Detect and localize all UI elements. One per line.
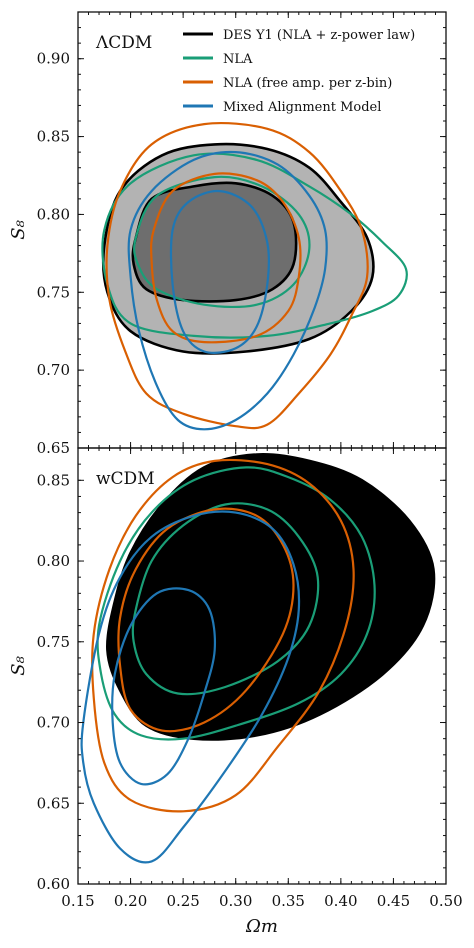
y-tick-label: 0.65 bbox=[37, 794, 70, 812]
legend: DES Y1 (NLA + z-power law) NLA NLA (free a… bbox=[183, 28, 415, 115]
panel-label: ΛCDM bbox=[95, 33, 152, 53]
y-tick-label: 0.60 bbox=[37, 875, 70, 893]
contour-nla-68pct bbox=[131, 502, 320, 696]
legend-label: DES Y1 (NLA + z-power law) bbox=[223, 28, 415, 43]
x-tick-label: 0.25 bbox=[166, 892, 199, 910]
contour-des-y1-nla-z-power-law-68pct bbox=[168, 487, 331, 680]
contour-group bbox=[101, 122, 408, 431]
y-tick-label: 0.80 bbox=[37, 552, 70, 570]
panel-label: wCDM bbox=[96, 469, 155, 489]
contour-nla-95pct bbox=[96, 466, 376, 741]
y-tick-label: 0.70 bbox=[37, 714, 70, 732]
x-tick-label: 0.15 bbox=[61, 892, 94, 910]
x-tick-label: 0.45 bbox=[377, 892, 410, 910]
x-tick-label: 0.20 bbox=[114, 892, 147, 910]
y-tick-label: 0.90 bbox=[37, 50, 70, 68]
x-axis-label: Ωm bbox=[245, 916, 278, 937]
contour-nla-free-amp-per-z-bin-95pct bbox=[105, 122, 369, 430]
contour-nla-95pct bbox=[101, 152, 408, 339]
y-tick-label: 0.75 bbox=[37, 633, 70, 651]
plot-frame bbox=[77, 447, 447, 885]
contour-mixed-alignment-model-95pct bbox=[127, 150, 328, 431]
contour-nla-free-amp-per-z-bin-68pct bbox=[150, 172, 302, 344]
y-tick-label: 0.85 bbox=[37, 471, 70, 489]
y-tick-label: 0.85 bbox=[37, 128, 70, 146]
y-tick-label: 0.80 bbox=[37, 205, 70, 223]
contour-des-y1-nla-z-power-law-68pct bbox=[131, 181, 298, 303]
legend-label: NLA bbox=[223, 52, 253, 67]
x-tick-label: 0.50 bbox=[429, 892, 462, 910]
y-axis-label: S₈ bbox=[8, 655, 29, 675]
contour-nla-free-amp-per-z-bin-95pct bbox=[90, 458, 355, 813]
y-tick-label: 0.75 bbox=[37, 283, 70, 301]
contour-group bbox=[80, 452, 436, 864]
contour-nla-free-amp-per-z-bin-68pct bbox=[117, 507, 295, 733]
legend-label: NLA (free amp. per z-bin) bbox=[223, 76, 392, 91]
y-tick-label: 0.70 bbox=[37, 361, 70, 379]
contour-mixed-alignment-model-68pct bbox=[169, 189, 271, 354]
panel-wcdm: 0.60 0.65 0.70 0.75 0.80 0.85 0.15 0.20 0.25 0.30… bbox=[8, 447, 463, 937]
x-tick-label: 0.30 bbox=[219, 892, 252, 910]
contour-mixed-alignment-model-95pct bbox=[80, 510, 301, 864]
contour-mixed-alignment-model-68pct bbox=[111, 587, 217, 786]
y-axis-label: S₈ bbox=[8, 219, 29, 239]
x-tick-label: 0.35 bbox=[272, 892, 305, 910]
x-tick-label: 0.40 bbox=[324, 892, 357, 910]
legend-label: Mixed Alignment Model bbox=[223, 100, 381, 115]
y-tick-label: 0.65 bbox=[37, 439, 70, 457]
